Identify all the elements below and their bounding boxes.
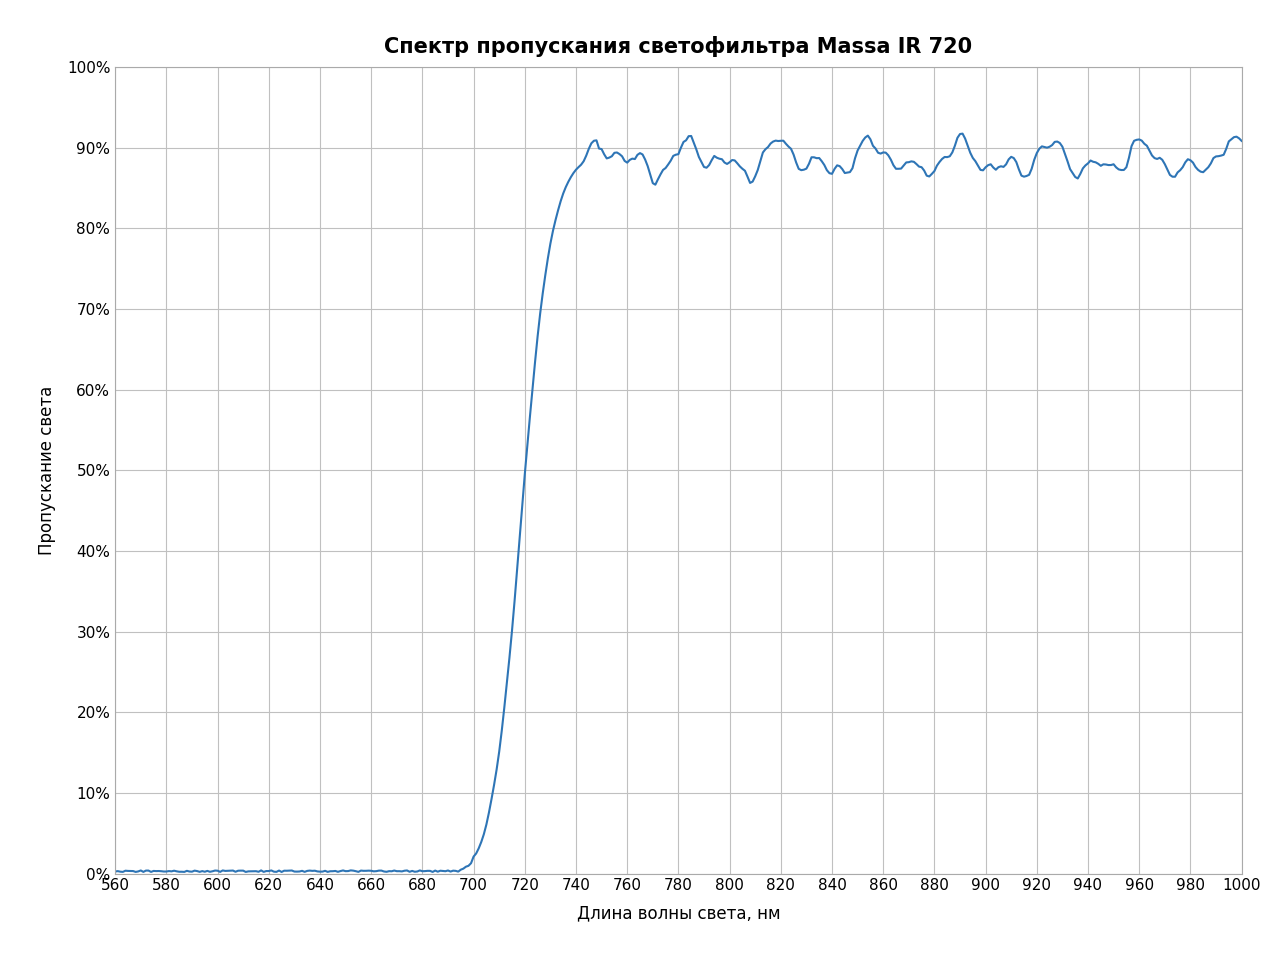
Title: Спектр пропускания светофильтра Massa IR 720: Спектр пропускания светофильтра Massa IR… bbox=[384, 36, 973, 58]
X-axis label: Длина волны света, нм: Длина волны света, нм bbox=[576, 904, 781, 923]
Y-axis label: Пропускание света: Пропускание света bbox=[37, 386, 56, 555]
